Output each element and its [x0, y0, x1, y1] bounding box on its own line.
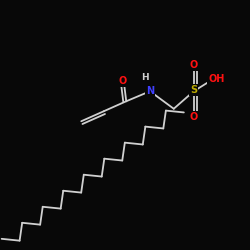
- Text: S: S: [190, 85, 197, 95]
- Text: H: H: [141, 73, 149, 82]
- Text: O: O: [190, 112, 198, 122]
- Text: O: O: [118, 76, 127, 86]
- Text: OH: OH: [208, 74, 224, 84]
- Text: O: O: [190, 60, 198, 70]
- Text: N: N: [146, 86, 154, 96]
